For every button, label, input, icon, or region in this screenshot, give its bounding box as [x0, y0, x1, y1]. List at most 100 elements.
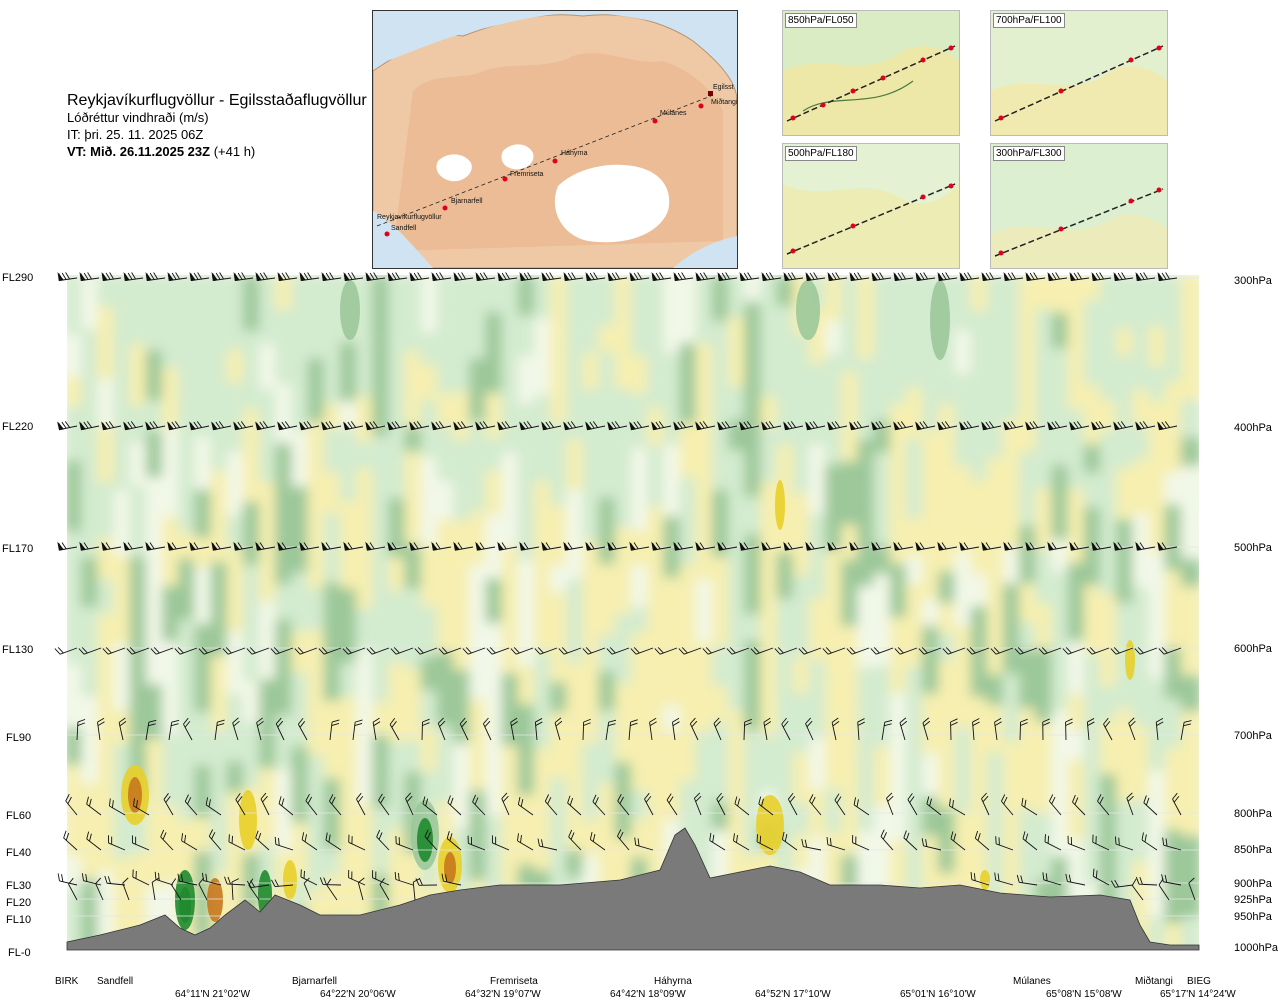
field-cell: [905, 694, 927, 773]
field-cell: [905, 583, 927, 667]
wind-barb: [372, 717, 381, 741]
wind-barb: [421, 718, 430, 741]
wind-barb: [447, 795, 462, 816]
thumbnail-500[interactable]: 500hPa/FL180: [782, 143, 960, 269]
velocity-cell: [417, 818, 433, 862]
wind-barb: [937, 421, 958, 431]
wind-barb: [131, 835, 150, 851]
field-cell: [1019, 335, 1040, 385]
wind-barb: [822, 647, 846, 655]
field-cell: [1051, 664, 1072, 711]
wind-barb: [1114, 836, 1134, 851]
wind-barb: [787, 792, 798, 816]
wind-barb: [1161, 874, 1182, 886]
wind-barb: [834, 793, 846, 816]
field-cell: [517, 560, 538, 596]
field-cell: [420, 690, 441, 728]
left-tick-label: FL170: [2, 543, 33, 555]
thumbnail-700[interactable]: 700hPa/FL100: [990, 10, 1168, 136]
field-cell: [145, 275, 167, 351]
field-cell: [533, 749, 555, 836]
field-cell: [1180, 835, 1199, 917]
wind-barb: [783, 271, 804, 282]
field-cell: [905, 275, 927, 351]
wind-barb: [184, 794, 198, 816]
field-cell: [291, 632, 312, 673]
field-cell: [776, 688, 797, 733]
field-cell: [695, 302, 716, 343]
field-cell: [162, 805, 183, 884]
wind-barb: [102, 647, 126, 655]
field-cell: [356, 515, 377, 609]
field-cell: [469, 565, 490, 609]
field-cell: [1067, 641, 1088, 695]
wind-barb: [582, 647, 606, 655]
field-cell: [67, 663, 86, 728]
field-cell: [1051, 275, 1072, 313]
field-cell: [1148, 550, 1169, 631]
field-cell: [550, 423, 571, 506]
wind-barb: [629, 271, 650, 282]
wind-barb: [853, 797, 870, 816]
wind-barb: [949, 798, 966, 816]
wind-barb: [1134, 647, 1158, 655]
wind-barb: [1091, 541, 1112, 551]
route-map-svg: Reykjavíkurflugvöllur Sandfell Bjarnarfe…: [373, 11, 737, 268]
wind-barb: [376, 829, 390, 851]
field-cell: [905, 517, 927, 556]
velocity-cell: [756, 795, 784, 855]
field-cell: [259, 679, 280, 769]
field-cell: [792, 436, 813, 494]
wind-barb: [1092, 868, 1110, 886]
route-map: Reykjavíkurflugvöllur Sandfell Bjarnarfe…: [372, 10, 738, 269]
field-cell: [1067, 327, 1088, 410]
lead-time: (+41 h): [213, 144, 256, 159]
wind-barb: [995, 836, 1014, 851]
thumbnail-850[interactable]: 850hPa/FL050: [782, 10, 960, 136]
wind-barb: [343, 421, 364, 431]
wind-barb: [517, 797, 534, 816]
wind-barb: [761, 421, 782, 431]
wind-barb: [695, 271, 716, 282]
field-cell: [129, 556, 150, 638]
wind-barb: [271, 879, 294, 888]
field-cell: [550, 777, 571, 848]
field-cell: [1180, 465, 1199, 522]
wind-barb: [1141, 832, 1158, 851]
field-cell: [1099, 720, 1121, 775]
field-cell: [954, 811, 975, 845]
vertical-velocity-field: [67, 275, 1199, 950]
wind-barb: [702, 647, 726, 655]
wind-barb: [726, 647, 750, 655]
field-cell: [550, 592, 571, 683]
field-cell: [1148, 400, 1169, 465]
map-label-sandfell: Sandfell: [391, 225, 417, 232]
wind-barb: [805, 541, 826, 551]
field-cell: [1051, 791, 1072, 857]
field-cell: [97, 870, 118, 941]
field-cell: [1099, 429, 1121, 458]
field-cell: [986, 674, 1007, 706]
velocity-cell: [796, 280, 820, 340]
wind-barb: [101, 421, 122, 431]
wind-barb: [76, 718, 86, 741]
field-cell: [582, 540, 603, 623]
wind-barb: [880, 829, 894, 851]
field-cell: [194, 275, 215, 313]
field-cell: [986, 335, 1007, 385]
wind-barb: [585, 421, 606, 431]
wind-barb: [743, 718, 752, 741]
field-cell: [242, 379, 264, 409]
wind-barb: [97, 717, 105, 741]
field-cell: [67, 889, 86, 950]
thumbnail-300[interactable]: 300hPa/FL300: [990, 143, 1168, 269]
field-cell: [647, 275, 668, 337]
wind-barb: [278, 796, 294, 816]
wind-barb: [168, 719, 180, 741]
wind-barb: [666, 793, 678, 816]
wind-barb: [366, 647, 390, 655]
wind-barb: [739, 541, 760, 551]
field-cell: [566, 315, 587, 342]
field-cell: [1116, 275, 1137, 329]
field-cell: [372, 808, 393, 875]
